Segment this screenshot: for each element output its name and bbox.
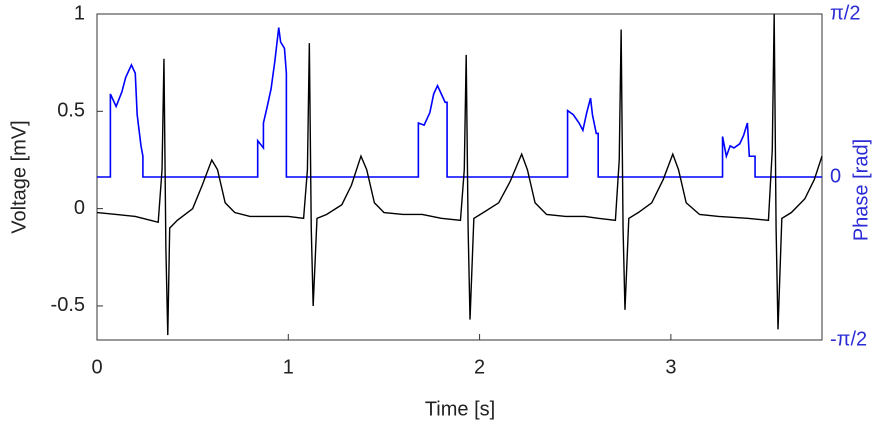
- x-tick-label: 2: [474, 356, 485, 378]
- y-tick-label: -0.5: [51, 294, 85, 316]
- y2-tick-label: 0: [830, 165, 841, 187]
- y2-axis-label: Phase [rad]: [850, 139, 872, 241]
- y-axis-label: Voltage [mV]: [8, 120, 30, 233]
- series-line: [97, 27, 822, 178]
- y-tick-label: 0: [74, 197, 85, 219]
- y2-tick-label: -π/2: [830, 328, 867, 350]
- y2-tick-label: π/2: [830, 2, 860, 24]
- y-tick-label: 1: [74, 2, 85, 24]
- x-tick-label: 1: [283, 356, 294, 378]
- y-tick-label: 0.5: [57, 100, 85, 122]
- x-axis-label: Time [s]: [425, 398, 495, 420]
- series-line: [96, 13, 823, 336]
- x-tick-label: 3: [665, 356, 676, 378]
- x-tick-label: 0: [91, 356, 102, 378]
